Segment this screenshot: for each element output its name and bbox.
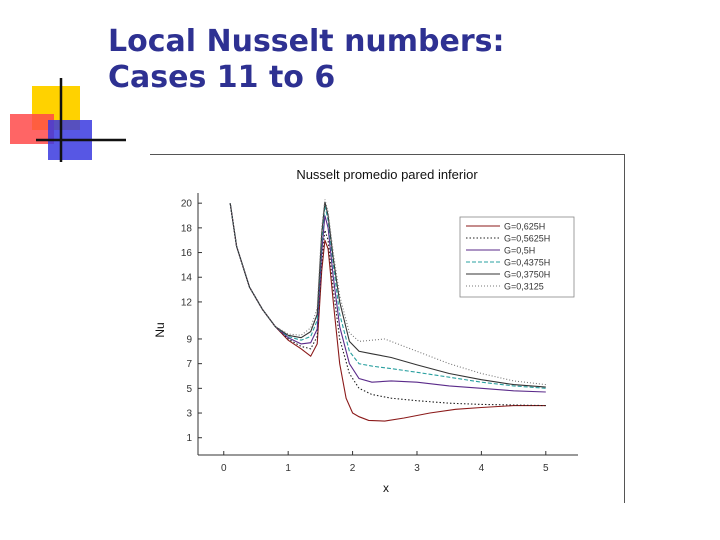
series-line-6 xyxy=(229,199,546,386)
x-axis-label: x xyxy=(383,481,389,495)
chart-title: Nusselt promedio pared inferior xyxy=(296,167,478,182)
slide-title-line-2: Cases 11 to 6 xyxy=(108,60,336,95)
y-tick-label: 14 xyxy=(181,273,193,284)
x-tick-label: 2 xyxy=(350,463,356,474)
x-tick-label: 4 xyxy=(479,463,485,474)
legend-label: G=0,3750H xyxy=(504,270,550,280)
y-tick-label: 1 xyxy=(186,433,192,444)
slide-decoration xyxy=(10,78,126,162)
y-tick-label: 9 xyxy=(186,334,192,345)
y-tick-label: 18 xyxy=(181,223,193,234)
legend-label: G=0,3125 xyxy=(504,282,544,292)
x-tick-label: 3 xyxy=(414,463,420,474)
legend-label: G=0,5H xyxy=(504,246,535,256)
y-axis-label: Nu xyxy=(153,322,167,337)
chart-legend: G=0,625H G=0,5625H G=0,5H G=0,4375H G=0,3750… xyxy=(459,216,575,298)
legend-label: G=0,5625H xyxy=(504,234,550,244)
slide-title-line-1: Local Nusselt numbers: xyxy=(108,24,505,59)
y-tick-label: 7 xyxy=(186,359,192,370)
y-tick-label: 12 xyxy=(181,297,193,308)
nusselt-chart: Nusselt promedio pared inferior 0 1 2 3 4 513… xyxy=(153,167,578,495)
legend-label: G=0,4375H xyxy=(504,258,550,268)
chart-series-layer xyxy=(229,199,546,422)
y-tick-label: 20 xyxy=(181,199,193,210)
x-tick-label: 0 xyxy=(221,463,227,474)
y-tick-label: 3 xyxy=(186,409,192,420)
x-tick-label: 1 xyxy=(285,463,291,474)
legend-box xyxy=(459,216,575,298)
slide-title: Local Nusselt numbers: Cases 11 to 6 xyxy=(108,24,505,96)
legend-label: G=0,625H xyxy=(504,222,545,232)
y-tick-label: 5 xyxy=(186,384,192,395)
x-tick-label: 5 xyxy=(543,463,549,474)
y-tick-label: 16 xyxy=(181,248,193,259)
